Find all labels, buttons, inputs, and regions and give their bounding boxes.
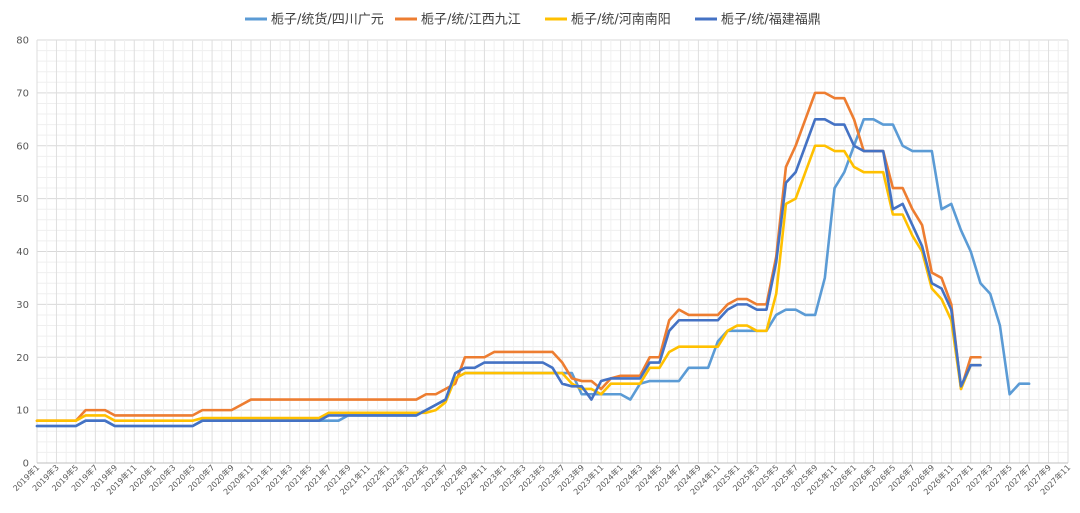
legend-label: 栀子/统/江西九江 (421, 13, 521, 28)
legend-label: 栀子/统/河南南阳 (571, 12, 671, 28)
legend-label: 栀子/统货/四川广元 (271, 12, 384, 28)
y-tick-label: 70 (16, 88, 29, 99)
y-tick-label: 30 (16, 300, 29, 311)
legend: 栀子/统货/四川广元 栀子/统/江西九江 栀子/统/河南南阳 栀子/统/福建福鼎 (245, 12, 821, 28)
legend-label: 栀子/统/福建福鼎 (721, 13, 821, 28)
grid-lines (36, 39, 1069, 464)
y-tick-label: 10 (16, 406, 29, 417)
y-tick-label: 50 (16, 194, 29, 205)
y-tick-label: 40 (16, 247, 29, 258)
axes: 010203040506070802019年12019年32019年52019年… (11, 36, 1073, 497)
y-tick-label: 80 (16, 36, 29, 47)
y-tick-label: 60 (16, 141, 29, 152)
y-tick-label: 0 (23, 459, 29, 470)
series-line-2 (35, 144, 982, 423)
y-tick-label: 20 (16, 353, 29, 364)
series-line-3 (35, 118, 982, 428)
series-lines (35, 91, 1031, 428)
series-line-1 (35, 91, 982, 423)
